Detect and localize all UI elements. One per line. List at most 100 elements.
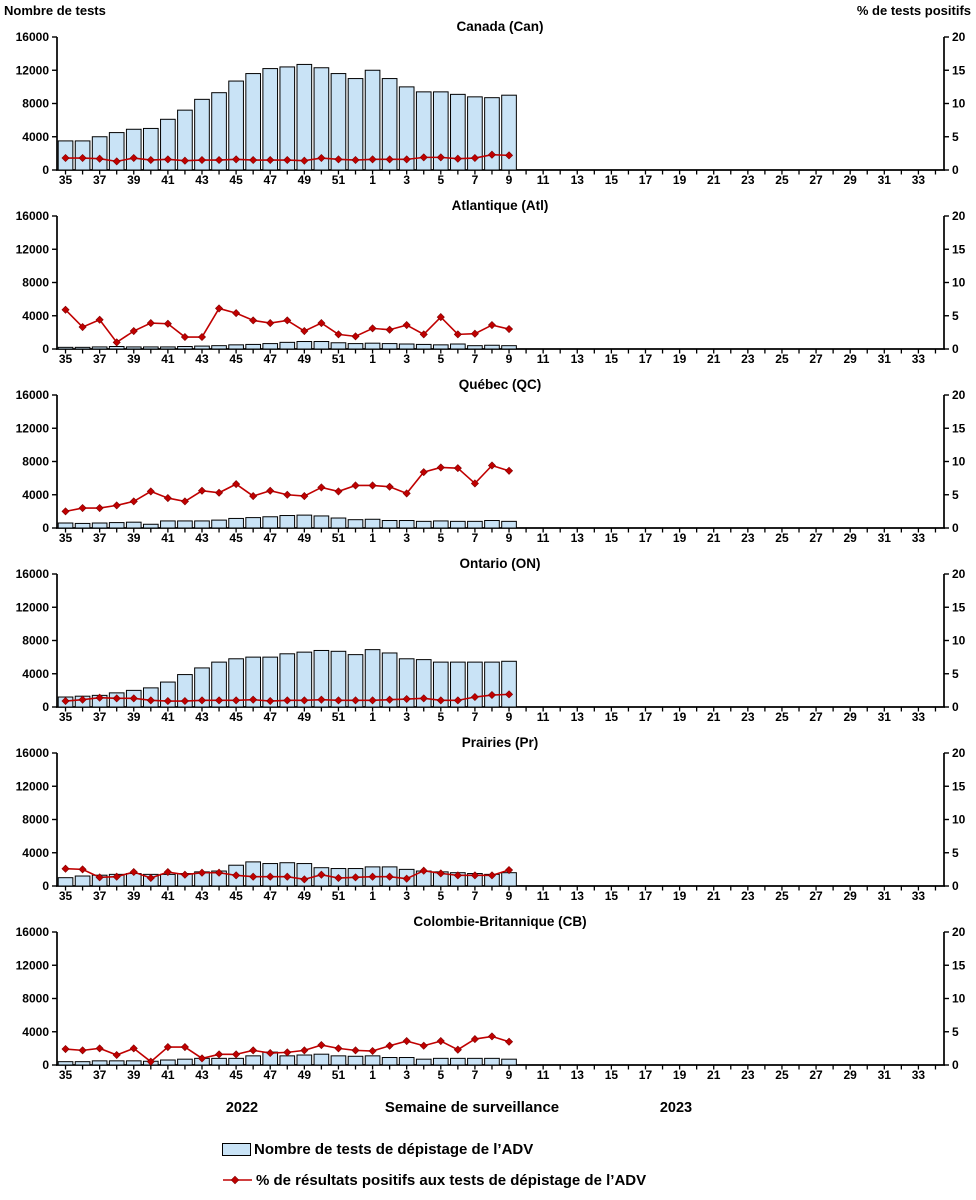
- week-tick-label: 5: [437, 1068, 444, 1082]
- positivity-line: [61, 1032, 514, 1066]
- week-tick-label: 27: [809, 352, 823, 366]
- bar: [450, 1057, 466, 1066]
- week-tick-label: 1: [369, 889, 376, 903]
- week-tick-label: 25: [775, 531, 789, 545]
- week-tick-label: 7: [472, 352, 479, 366]
- marker: [61, 507, 70, 516]
- marker: [334, 873, 343, 883]
- marker: [61, 1045, 70, 1054]
- week-tick-label: 17: [639, 531, 653, 545]
- week-tick-label: 47: [264, 889, 278, 903]
- week-tick-label: 49: [298, 531, 312, 545]
- week-tick-label: 39: [127, 889, 141, 903]
- positivity-line: [61, 864, 514, 884]
- bar: [91, 136, 108, 171]
- bar: [125, 521, 142, 529]
- week-tick-label: 47: [264, 173, 278, 187]
- week-tick-label: 41: [161, 173, 175, 187]
- bar: [347, 654, 364, 708]
- week-tick-label: 43: [195, 710, 209, 724]
- week-tick-label: 27: [809, 531, 823, 545]
- marker: [385, 482, 394, 491]
- bar: [432, 91, 449, 171]
- marker: [385, 1041, 394, 1050]
- week-tick-label: 31: [878, 710, 892, 724]
- right-axis-title: % de tests positifs: [856, 3, 971, 18]
- week-tick-label: 43: [195, 1068, 209, 1082]
- bar: [432, 520, 449, 529]
- week-tick-label: 37: [93, 531, 107, 545]
- marker: [215, 1050, 224, 1059]
- marker: [419, 694, 428, 703]
- bar: [484, 520, 500, 529]
- marker: [470, 871, 479, 880]
- marker: [351, 873, 360, 882]
- week-tick-label: 21: [707, 889, 721, 903]
- marker: [95, 1044, 104, 1053]
- bar: [125, 346, 142, 350]
- panel-title-atlantique: Atlantique (Atl): [452, 198, 549, 213]
- bar: [125, 1060, 142, 1066]
- marker: [470, 329, 479, 338]
- marker: [112, 694, 121, 703]
- marker: [402, 489, 411, 498]
- week-tick-label: 3: [403, 889, 410, 903]
- week-tick-label: 37: [93, 889, 107, 903]
- marker: [180, 497, 189, 506]
- week-tick-label: 29: [844, 173, 858, 187]
- bar: [501, 520, 517, 529]
- week-tick-label: 17: [639, 173, 653, 187]
- bar: [279, 1055, 296, 1066]
- marker: [266, 1049, 275, 1058]
- marker: [61, 696, 70, 706]
- week-tick-label: 37: [93, 352, 107, 366]
- bar: [57, 1061, 74, 1066]
- bar: [279, 341, 296, 350]
- bar: [177, 520, 193, 529]
- y-left-tick-label: 8000: [22, 97, 49, 111]
- y-right-tick-label: 5: [952, 846, 959, 860]
- y-right-tick-label: 5: [952, 667, 959, 681]
- bar: [313, 67, 330, 171]
- marker: [112, 157, 121, 166]
- week-tick-label: 19: [673, 710, 687, 724]
- marker: [487, 871, 496, 880]
- week-tick-label: 47: [264, 531, 278, 545]
- week-tick-label: 9: [506, 710, 513, 724]
- bar: [74, 522, 91, 529]
- week-tick-label: 11: [537, 1068, 550, 1082]
- marker: [368, 872, 377, 881]
- week-tick-label: 11: [537, 531, 550, 545]
- marker: [249, 156, 258, 165]
- marker: [197, 868, 207, 877]
- bar: [177, 109, 193, 171]
- bar: [262, 343, 279, 350]
- y-left-tick-label: 4000: [22, 667, 49, 681]
- bar: [211, 345, 227, 350]
- marker: [180, 870, 189, 879]
- marker: [95, 693, 104, 702]
- marker: [112, 872, 121, 881]
- week-tick-label: 27: [809, 710, 823, 724]
- bar: [160, 520, 176, 529]
- week-tick-label: 17: [639, 1068, 653, 1082]
- week-tick-label: 21: [707, 531, 721, 545]
- y-right-tick-label: 15: [952, 421, 966, 435]
- bar: [57, 522, 74, 529]
- week-tick-label: 23: [741, 173, 755, 187]
- bar: [296, 1054, 313, 1066]
- y-left-tick-label: 4000: [22, 309, 49, 323]
- week-tick-label: 29: [844, 531, 858, 545]
- bar: [74, 346, 91, 350]
- marker: [146, 319, 155, 328]
- marker: [402, 155, 411, 164]
- bar: [160, 346, 176, 350]
- bar: [364, 649, 381, 708]
- bar: [74, 1061, 91, 1066]
- bar: [296, 514, 313, 529]
- week-tick-label: 49: [298, 352, 312, 366]
- week-tick-label: 13: [571, 531, 585, 545]
- marker: [300, 875, 309, 884]
- panel-title-colombie-britannique: Colombie-Britannique (CB): [413, 914, 586, 929]
- marker: [283, 872, 292, 881]
